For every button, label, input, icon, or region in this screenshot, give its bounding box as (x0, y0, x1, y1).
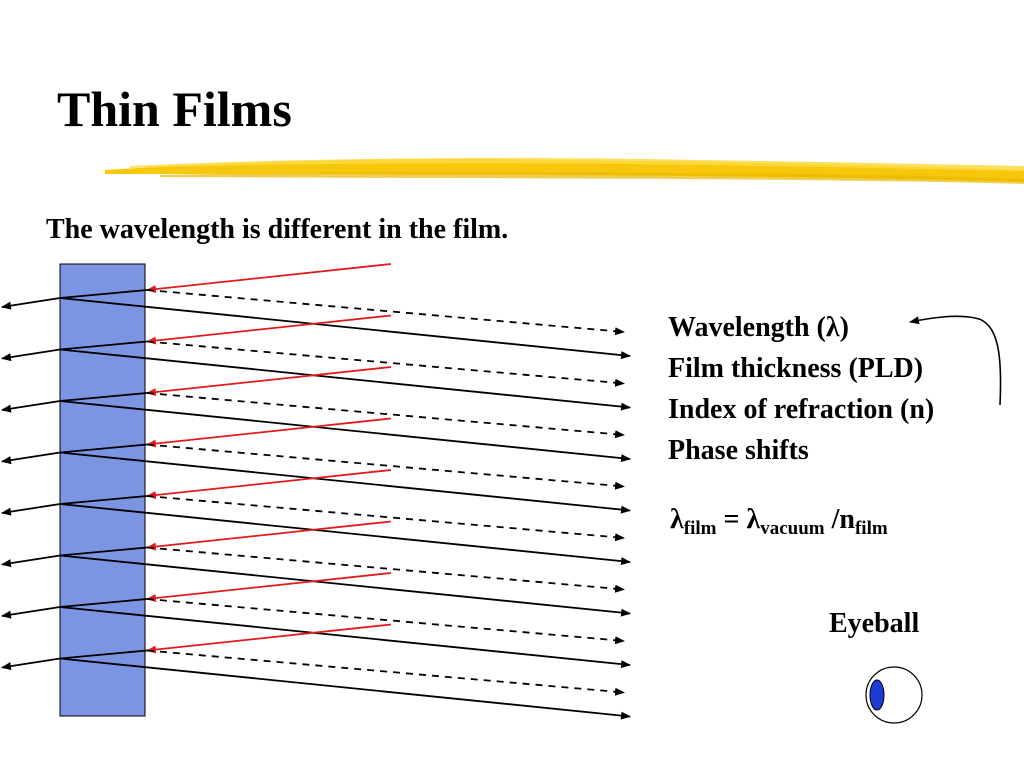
factor-list: Wavelength (λ) Film thickness (PLD) Inde… (668, 307, 934, 471)
formula-divisor-sub: film (854, 518, 888, 539)
transmitted-ray-8 (1, 657, 61, 671)
thin-film-slab (59, 263, 146, 717)
inner-ray-3 (59, 392, 148, 402)
front-reflection-ray-1 (146, 289, 625, 336)
inner-ray-8 (59, 649, 148, 660)
factor-wavelength: Wavelength (λ) (668, 312, 849, 343)
incident-ray-7 (146, 572, 392, 603)
transmitted-ray-3 (1, 400, 61, 413)
eyeball-icon (865, 666, 923, 724)
incident-ray-8 (146, 623, 392, 654)
light-rays (1, 263, 631, 720)
back-reflection-ray-5 (59, 503, 631, 566)
inner-ray-4 (59, 443, 148, 454)
back-reflection-ray-3 (59, 400, 631, 463)
incident-ray-4 (146, 417, 392, 448)
back-reflection-ray-7 (59, 606, 631, 669)
inner-ray-7 (59, 598, 148, 608)
back-reflection-ray-6 (59, 554, 631, 617)
eyeball-label: Eyeball (829, 608, 920, 639)
back-reflection-ray-2 (59, 348, 631, 411)
front-reflection-ray-7 (146, 598, 625, 645)
incident-ray-2 (146, 314, 392, 345)
transmitted-ray-4 (1, 451, 61, 465)
incident-ray-3 (146, 366, 392, 397)
front-reflection-ray-6 (146, 546, 625, 593)
factor-index-of-refraction: Index of refraction (n) (668, 394, 935, 425)
slide-title: Thin Films (57, 81, 292, 137)
formula-equals: = (716, 504, 747, 535)
back-reflection-ray-1 (59, 297, 631, 360)
transmitted-ray-2 (1, 348, 61, 362)
inner-ray-6 (59, 546, 148, 557)
inner-ray-1 (59, 289, 148, 299)
slide-subtitle: The wavelength is different in the film. (46, 214, 509, 245)
formula-lhs-symbol: λ (670, 504, 684, 535)
formula-rhs-symbol: λ (746, 504, 761, 535)
transmitted-ray-1 (1, 297, 61, 310)
back-reflection-ray-4 (59, 451, 631, 514)
transmitted-ray-7 (1, 606, 61, 619)
formula-rhs-sub: vacuum (760, 518, 825, 539)
front-reflection-ray-8 (146, 649, 625, 696)
incident-ray-1 (146, 263, 392, 294)
inner-ray-5 (59, 495, 148, 505)
incident-ray-5 (146, 469, 392, 500)
front-reflection-ray-2 (146, 340, 625, 387)
front-reflection-ray-5 (146, 495, 625, 542)
factor-phase-shifts: Phase shifts (668, 435, 809, 466)
front-reflection-ray-3 (146, 392, 625, 439)
back-reflection-ray-8 (59, 657, 631, 720)
bracket-arrow (909, 315, 1002, 406)
front-reflection-ray-4 (146, 443, 625, 490)
transmitted-ray-5 (1, 503, 61, 516)
transmitted-ray-6 (1, 554, 61, 568)
wavelength-formula: λfilm = λvacuum /nfilm (670, 504, 888, 539)
factor-film-thickness: Film thickness (PLD) (668, 353, 924, 384)
inner-ray-2 (59, 340, 148, 351)
formula-lhs-sub: film (683, 518, 717, 539)
formula-divide: /n (824, 504, 855, 535)
incident-ray-6 (146, 520, 392, 551)
title-underline-highlight (105, 158, 1024, 184)
